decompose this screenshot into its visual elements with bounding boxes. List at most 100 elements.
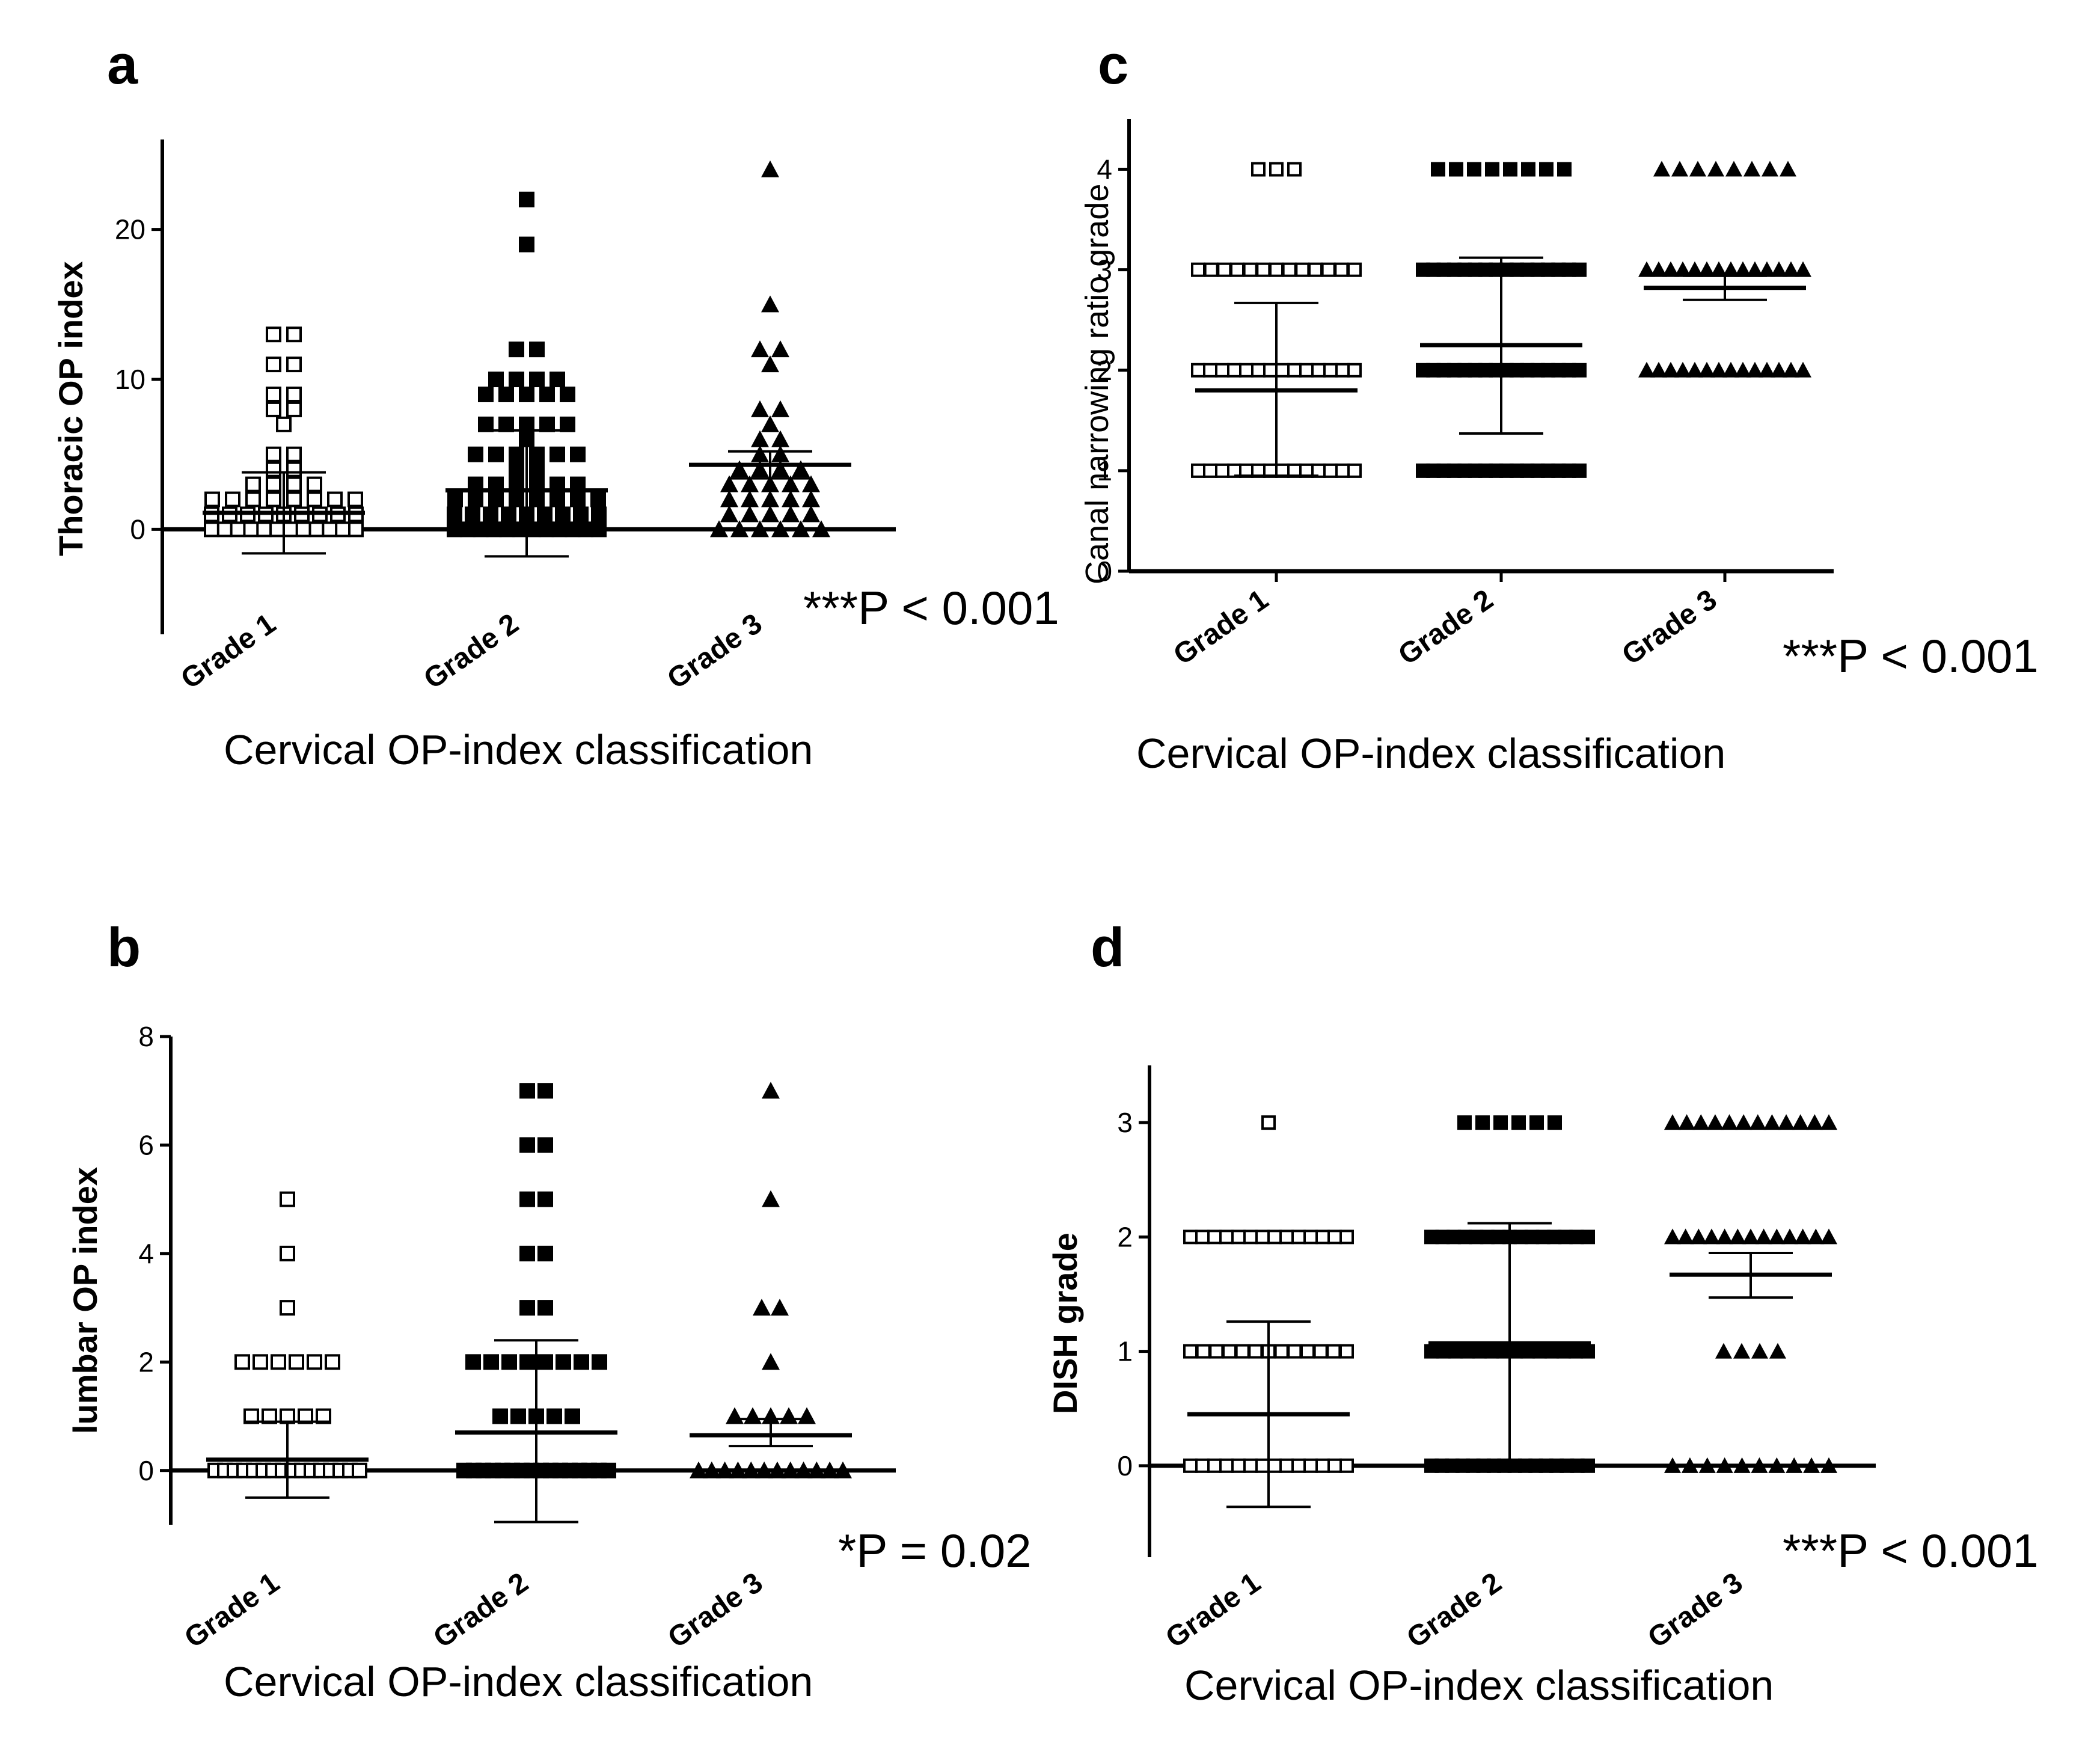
data-point: [1759, 261, 1775, 277]
data-point: [802, 505, 820, 522]
data-point: [1315, 1230, 1330, 1245]
data-point: [537, 1083, 553, 1099]
data-point: [549, 372, 565, 388]
data-point: [751, 445, 769, 462]
data-point: [1235, 1344, 1250, 1359]
data-point: [266, 357, 281, 373]
data-point: [245, 491, 261, 507]
data-point: [1650, 261, 1667, 277]
data-point: [327, 491, 343, 507]
data-point: [1227, 363, 1241, 378]
data-point: [1217, 262, 1232, 277]
data-point: [570, 446, 586, 462]
data-point: [1191, 262, 1205, 277]
data-point: [1315, 1458, 1330, 1473]
data-point: [741, 505, 759, 522]
data-point: [590, 491, 606, 507]
data-point: [761, 490, 779, 507]
data-point: [488, 446, 504, 462]
data-point: [1674, 261, 1691, 277]
data-point: [447, 491, 463, 507]
p-value: *P = 0.02: [838, 1524, 1032, 1577]
data-point: [525, 521, 541, 538]
data-point: [1303, 1230, 1318, 1245]
data-point: [802, 475, 820, 492]
data-point: [1269, 262, 1284, 277]
data-point: [1698, 361, 1715, 378]
data-point: [762, 1353, 780, 1370]
data-point: [761, 475, 779, 492]
data-point: [509, 446, 524, 462]
data-point: [1239, 363, 1254, 378]
data-point: [1321, 262, 1336, 277]
data-point: [771, 400, 789, 417]
data-point: [1207, 1230, 1222, 1245]
data-point: [1746, 261, 1763, 277]
data-point: [1183, 1230, 1198, 1245]
data-point: [1771, 261, 1787, 277]
data-point: [1287, 363, 1302, 378]
data-point: [1715, 1343, 1732, 1359]
data-point: [1751, 1457, 1768, 1473]
data-point: [782, 490, 800, 507]
data-point: [1539, 162, 1554, 177]
panel-label-d: d: [1091, 917, 1125, 978]
p-value: ***P < 0.001: [803, 581, 1059, 634]
data-point: [348, 521, 364, 538]
data-point: [1769, 1343, 1786, 1359]
x-tick-label: Grade 1: [179, 1567, 285, 1655]
data-point: [1742, 1228, 1759, 1245]
data-point: [1734, 361, 1751, 378]
data-point: [1323, 463, 1338, 478]
data-point: [807, 1461, 826, 1478]
data-point: [726, 1407, 744, 1424]
data-point: [762, 1190, 780, 1207]
data-point: [1786, 1457, 1803, 1473]
data-point: [1733, 1457, 1751, 1473]
data-point: [549, 491, 565, 507]
data-point: [499, 521, 515, 538]
data-point: [1493, 1115, 1508, 1130]
data-point: [1263, 363, 1278, 378]
data-point: [1557, 162, 1572, 177]
data-point: [537, 1300, 553, 1316]
data-point: [478, 386, 494, 402]
data-point: [751, 400, 769, 417]
data-point: [1183, 1344, 1198, 1359]
data-point: [729, 1461, 747, 1478]
data-point: [592, 1354, 607, 1370]
data-point: [792, 460, 810, 477]
data-point: [1771, 361, 1787, 378]
data-point: [1219, 1230, 1234, 1245]
data-point: [1638, 261, 1655, 277]
data-point: [1662, 361, 1679, 378]
data-point: [1311, 363, 1326, 378]
y-tick-label: 0: [130, 513, 145, 545]
data-point: [509, 461, 524, 477]
data-point: [730, 460, 748, 477]
data-point: [751, 430, 769, 447]
data-point: [1716, 1457, 1733, 1473]
x-tick-label: Grade 3: [1642, 1567, 1748, 1655]
data-point: [352, 1462, 367, 1478]
x-tick-label: Grade 3: [1616, 584, 1722, 672]
data-point: [289, 1354, 304, 1370]
data-point: [1664, 1114, 1681, 1130]
data-point: [1191, 463, 1205, 478]
data-point: [537, 1354, 553, 1370]
data-point: [1707, 161, 1724, 177]
data-point: [447, 521, 462, 538]
data-point: [1778, 1114, 1795, 1130]
data-point: [510, 1408, 526, 1424]
data-point: [755, 1461, 774, 1478]
data-point: [802, 490, 820, 507]
data-point: [529, 446, 545, 462]
data-point: [1308, 262, 1323, 277]
data-point: [519, 1300, 535, 1316]
data-point: [1686, 361, 1703, 378]
data-point: [565, 1408, 580, 1424]
plot-area-d: 0 1 2 3 Grade 1 Grade 2 Grade 3: [1117, 1065, 1876, 1655]
data-point: [1671, 161, 1688, 177]
y-tick-label: 3: [1097, 254, 1112, 286]
data-point: [1231, 1458, 1246, 1473]
